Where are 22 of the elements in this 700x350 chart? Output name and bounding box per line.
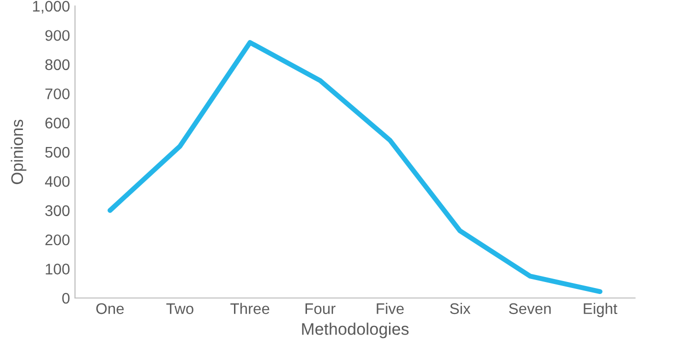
x-tick-label: Seven	[509, 303, 551, 314]
x-tick-label: One	[96, 303, 124, 314]
y-tick-label: 500	[45, 146, 70, 158]
x-tick-label: Two	[166, 303, 194, 314]
line-series	[108, 40, 602, 294]
y-tick-label: 0	[62, 292, 70, 304]
y-tick-label: 400	[45, 176, 70, 187]
x-tick-label: Five	[376, 302, 404, 314]
x-axis-title: Methodologies	[302, 322, 409, 338]
y-tick-label: 900	[45, 30, 70, 41]
x-tick-label: Eight	[584, 302, 618, 318]
x-tick-label: Three	[230, 302, 270, 314]
y-tick-label: 600	[45, 118, 70, 128]
y-tick-label: 300	[45, 205, 70, 216]
y-tick-label: 1,000	[33, 0, 70, 14]
x-tick-label: Six	[450, 302, 470, 314]
y-tick-label: 100	[46, 264, 70, 274]
y-axis-title: Opinions	[10, 120, 26, 184]
y-tick-label: 800	[45, 59, 70, 70]
y-tick-label: 700	[45, 88, 70, 100]
x-tick-label: Four	[306, 303, 336, 314]
y-tick-label: 200	[45, 234, 70, 246]
